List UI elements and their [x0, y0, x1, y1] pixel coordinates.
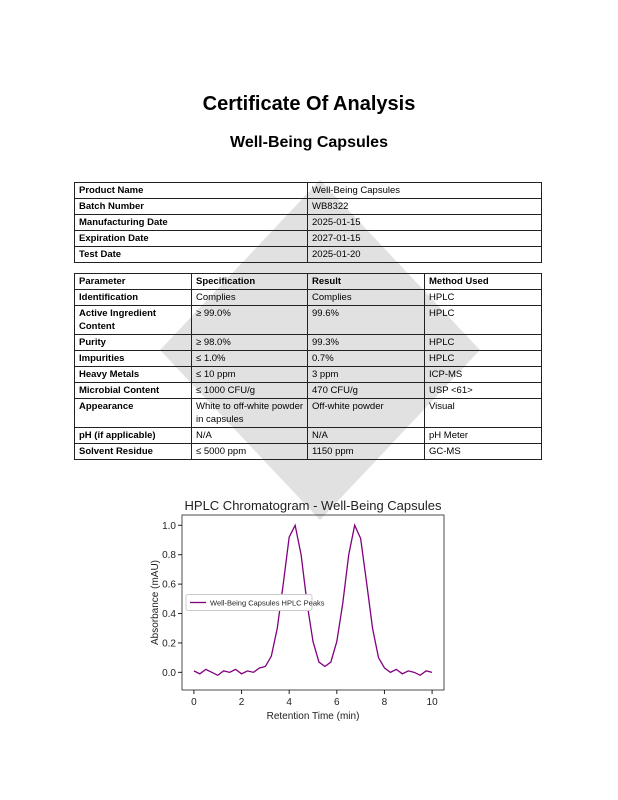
table-cell: GC-MS: [424, 443, 542, 460]
x-tick-label: 0: [191, 697, 197, 708]
table-cell: Solvent Residue: [74, 443, 192, 460]
x-tick-label: 2: [239, 697, 245, 708]
y-tick-label: 0.8: [162, 550, 176, 561]
y-tick-label: 0.2: [162, 638, 176, 649]
table-cell: Microbial Content: [74, 382, 192, 399]
title: Certificate Of Analysis: [202, 93, 416, 115]
y-tick-label: 1.0: [162, 521, 176, 532]
table-row: Solvent Residue ≤ 5000 ppm 1150 ppm GC-MS: [74, 443, 542, 460]
table-cell: pH Meter: [424, 427, 542, 444]
table-cell: ≤ 1.0%: [191, 350, 308, 367]
x-tick-label: 4: [286, 697, 292, 708]
table-cell: Batch Number: [74, 198, 308, 215]
table-cell: 2027-01-15: [307, 230, 542, 247]
table-cell: Parameter: [74, 273, 192, 290]
legend-label: Well-Being Capsules HPLC Peaks: [210, 599, 325, 608]
table-cell: HPLC: [424, 305, 542, 335]
table-cell: ≤ 10 ppm: [191, 366, 308, 383]
y-axis-label: Absorbance (mAU): [150, 560, 161, 645]
legend-box: [185, 594, 313, 611]
table-cell: Test Date: [74, 246, 308, 263]
table-cell: Heavy Metals: [74, 366, 192, 383]
table-cell: HPLC: [424, 350, 542, 367]
table-cell: Complies: [191, 289, 308, 306]
table-row: Test Date 2025-01-20: [74, 246, 542, 263]
table-row: Identification Complies Complies HPLC: [74, 289, 542, 306]
table-row: Active Ingredient Content ≥ 99.0% 99.6% HPL…: [74, 305, 542, 335]
y-tick-label: 0.6: [162, 580, 176, 591]
table-cell: Purity: [74, 334, 192, 351]
table-cell: Complies: [307, 289, 425, 306]
table-row: Batch Number WB8322: [74, 198, 542, 215]
x-axis-label: Retention Time (min): [267, 711, 360, 722]
table-row: pH (if applicable) N/A N/A pH Meter: [74, 427, 542, 444]
table-cell: Active Ingredient Content: [74, 305, 192, 335]
table-row: Purity ≥ 98.0% 99.3% HPLC: [74, 334, 542, 351]
subtitle: Well-Being Capsules: [230, 134, 388, 151]
line-series: [193, 523, 433, 677]
table-cell: Method Used: [424, 273, 542, 290]
table-cell: 99.6%: [307, 305, 425, 335]
table-cell: ≥ 99.0%: [191, 305, 308, 335]
table-cell: ≤ 1000 CFU/g: [191, 382, 308, 399]
table-row: Microbial Content ≤ 1000 CFU/g 470 CFU/g US…: [74, 382, 542, 399]
table-cell: 0.7%: [307, 350, 425, 367]
table-cell: Expiration Date: [74, 230, 308, 247]
table-cell: ICP-MS: [424, 366, 542, 383]
header-row: Parameter Specification Result Method Used: [74, 273, 542, 290]
x-tick-label: 10: [427, 697, 439, 708]
table-cell: N/A: [307, 427, 425, 444]
table-cell: 3 ppm: [307, 366, 425, 383]
table-cell: Specification: [191, 273, 308, 290]
y-tick-label: 0.4: [162, 609, 176, 620]
chart-title: HPLC Chromatogram - Well-Being Capsules: [185, 498, 442, 513]
table-cell: 470 CFU/g: [307, 382, 425, 399]
table-cell: ≥ 98.0%: [191, 334, 308, 351]
y-tick-label: 0.0: [162, 668, 176, 679]
table-cell: N/A: [191, 427, 308, 444]
table-row: Impurities ≤ 1.0% 0.7% HPLC: [74, 350, 542, 367]
table-cell: 1150 ppm: [307, 443, 425, 460]
x-tick-label: 8: [382, 697, 388, 708]
table-cell: Impurities: [74, 350, 192, 367]
table-row: Expiration Date 2027-01-15: [74, 230, 542, 247]
plot-frame: [181, 514, 445, 691]
results-table: Parameter Specification Result Method Used I…: [74, 273, 542, 460]
table-cell: ≤ 5000 ppm: [191, 443, 308, 460]
table-row: Appearance White to off-white powder in c…: [74, 398, 542, 428]
table-cell: Appearance: [74, 398, 192, 428]
table-cell: HPLC: [424, 334, 542, 351]
table-cell: Manufacturing Date: [74, 214, 308, 231]
table-cell: Well-Being Capsules: [307, 182, 542, 199]
table-cell: Identification: [74, 289, 192, 306]
table-cell: 99.3%: [307, 334, 425, 351]
chart: HPLC Chromatogram - Well-Being Capsules 0…: [150, 498, 445, 722]
table-cell: pH (if applicable): [74, 427, 192, 444]
table-cell: WB8322: [307, 198, 542, 215]
x-tick-label: 6: [334, 697, 340, 708]
table-row: Manufacturing Date 2025-01-15: [74, 214, 542, 231]
table-row: Heavy Metals ≤ 10 ppm 3 ppm ICP-MS: [74, 366, 542, 383]
table-row: Product Name Well-Being Capsules: [74, 182, 542, 199]
table-cell: Product Name: [74, 182, 308, 199]
table-cell: USP <61>: [424, 382, 542, 399]
info-table: Product Name Well-Being Capsules Batch Num…: [74, 182, 542, 263]
table-cell: Result: [307, 273, 425, 290]
table-cell: HPLC: [424, 289, 542, 306]
table-cell: 2025-01-20: [307, 246, 542, 263]
table-cell: Off-white powder: [307, 398, 425, 428]
table-cell: 2025-01-15: [307, 214, 542, 231]
table-cell: White to off-white powder in capsules: [191, 398, 308, 428]
table-cell: Visual: [424, 398, 542, 428]
